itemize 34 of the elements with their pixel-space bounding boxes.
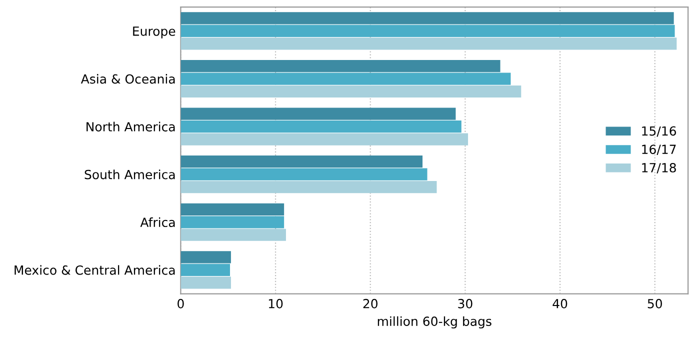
bar xyxy=(180,24,675,38)
y-tick-label: Africa xyxy=(140,217,175,228)
x-tick-label: 30 xyxy=(458,298,472,308)
bar xyxy=(180,276,231,289)
bar xyxy=(180,133,468,146)
legend-label: 15/16 xyxy=(642,126,676,137)
bar xyxy=(180,251,231,264)
y-tick-label: South America xyxy=(84,170,175,180)
y-tick-label: North America xyxy=(86,122,175,132)
bar xyxy=(180,156,423,168)
bar xyxy=(180,108,456,120)
x-tick-label: 50 xyxy=(648,298,662,308)
bar xyxy=(180,216,284,228)
x-tick-label: 10 xyxy=(268,298,283,308)
bar xyxy=(180,228,286,241)
legend-label: 17/18 xyxy=(642,162,676,174)
bar xyxy=(180,12,674,24)
bar xyxy=(180,38,677,50)
bar xyxy=(180,60,500,72)
x-tick-label: 20 xyxy=(363,298,378,308)
x-axis-title: million 60-kg bags xyxy=(378,316,492,328)
bar xyxy=(180,120,462,133)
bar xyxy=(180,168,428,180)
legend-label: 16/17 xyxy=(642,144,676,156)
y-tick-label: Europe xyxy=(133,26,176,38)
x-tick-label: 40 xyxy=(552,298,568,308)
bar xyxy=(180,203,284,216)
bar xyxy=(180,181,437,194)
bar xyxy=(180,72,511,85)
y-tick-label: Mexico & Central America xyxy=(14,265,175,275)
x-tick-label: 0 xyxy=(178,298,184,308)
bar xyxy=(180,85,522,98)
y-tick-label: Asia & Oceania xyxy=(80,74,175,84)
bar xyxy=(180,264,230,276)
